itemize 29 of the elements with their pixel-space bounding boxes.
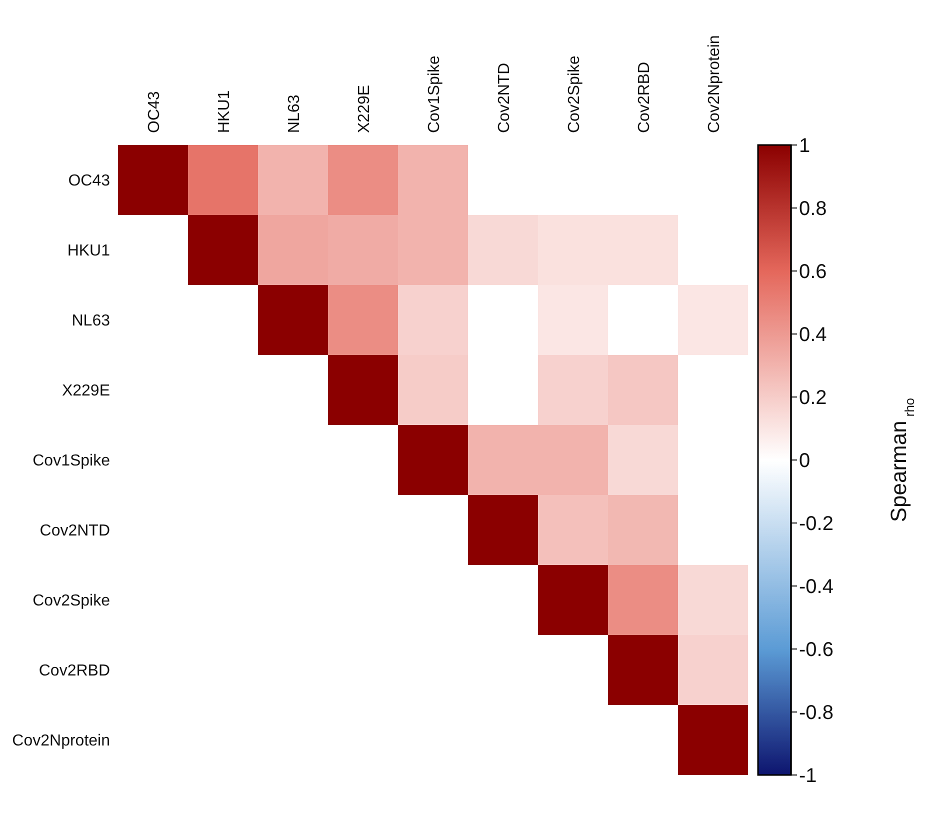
x-tick-label: Cov2NTD xyxy=(496,62,513,133)
color-bar-label: 0.4 xyxy=(799,324,827,346)
y-tick-label: HKU1 xyxy=(67,242,110,260)
y-tick-label: Cov2RBD xyxy=(38,662,110,680)
color-bar-label: 0.8 xyxy=(799,198,827,220)
y-tick-label: Cov2Spike xyxy=(32,592,110,610)
color-bar-label: 0 xyxy=(799,450,810,472)
y-tick-label: Cov1Spike xyxy=(32,452,110,470)
x-tick-label: Cov2Nprotein xyxy=(706,35,723,133)
color-bar-label: -1 xyxy=(799,765,817,788)
color-bar-label: 0.6 xyxy=(799,261,827,284)
y-tick-label: Cov2NTD xyxy=(40,522,110,540)
color-bar-label: 1 xyxy=(799,135,810,158)
y-tick-label: X229E xyxy=(62,382,110,400)
x-tick-label: OC43 xyxy=(146,91,163,133)
color-bar-label: -0.4 xyxy=(799,576,834,598)
y-tick-label: NL63 xyxy=(72,312,110,330)
y-tick-label: Cov2Nprotein xyxy=(12,732,110,750)
x-tick-label: Cov2Spike xyxy=(566,56,583,133)
color-bar-label: -0.6 xyxy=(799,639,834,662)
x-tick-label: Cov2RBD xyxy=(636,62,653,133)
x-tick-label: NL63 xyxy=(286,94,303,133)
color-bar-label: -0.2 xyxy=(799,513,834,536)
color-bar-label: -0.8 xyxy=(799,702,834,724)
x-tick-label: Cov1Spike xyxy=(426,56,443,133)
x-tick-label: HKU1 xyxy=(216,90,233,133)
y-tick-label: OC43 xyxy=(68,172,110,190)
color-bar-label: 0.2 xyxy=(799,387,827,410)
x-tick-label: X229E xyxy=(356,84,373,133)
